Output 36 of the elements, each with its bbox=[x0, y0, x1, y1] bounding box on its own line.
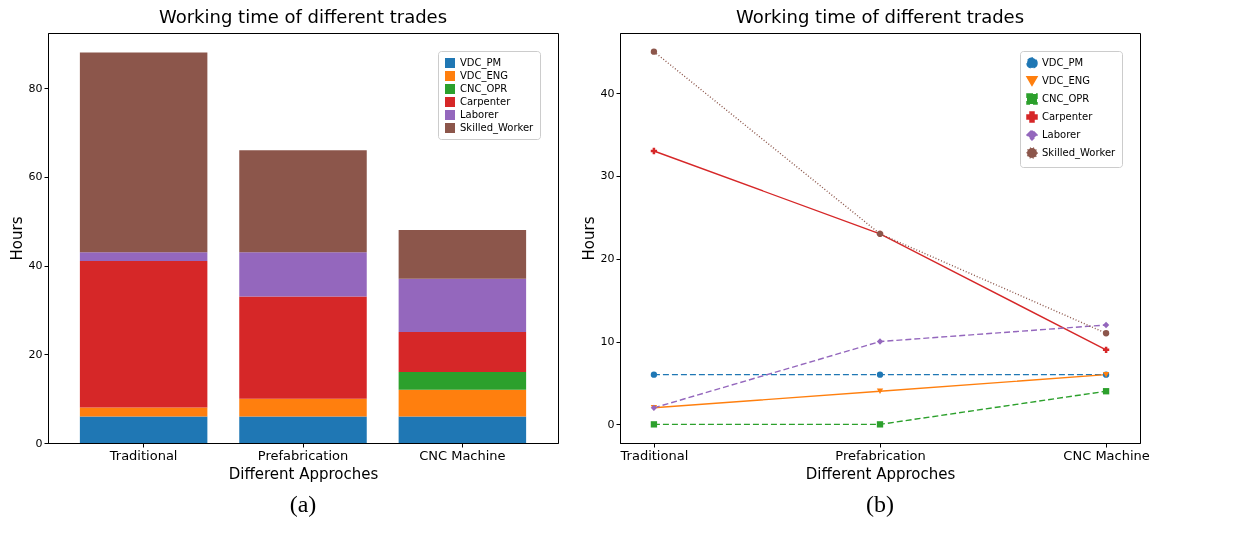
y-axis-title: Hours bbox=[7, 216, 26, 261]
y-tick-label: 20 bbox=[28, 347, 43, 361]
legend-label: CNC_OPR bbox=[460, 83, 508, 95]
text: (a) bbox=[289, 491, 317, 517]
legend-label: VDC_ENG bbox=[1042, 75, 1091, 87]
legend-label: Laborer bbox=[460, 109, 500, 120]
x-axis-title: Different Approches bbox=[805, 464, 956, 483]
x-tick-label: Traditional bbox=[108, 447, 178, 463]
y-tick-label: 0 bbox=[35, 436, 43, 450]
y-axis-title: Hours bbox=[579, 216, 598, 261]
y-tick-label: 60 bbox=[28, 170, 43, 184]
x-tick-label: CNC Machine bbox=[1063, 447, 1150, 463]
y-tick-label: 10 bbox=[600, 335, 615, 349]
x-axis-title: Different Approches bbox=[228, 464, 379, 483]
y-tick-label: 80 bbox=[28, 81, 43, 95]
legend-label: VDC_PM bbox=[1042, 57, 1084, 69]
x-tick-label: Prefabrication bbox=[835, 447, 926, 463]
y-tick-label: 20 bbox=[600, 252, 615, 266]
x-tick-label: Traditional bbox=[619, 447, 689, 463]
legend-label: Carpenter bbox=[1042, 111, 1094, 122]
chart-title: Working time of different trades bbox=[735, 6, 1025, 27]
y-tick-label: 40 bbox=[28, 259, 43, 273]
y-tick-label: 0 bbox=[607, 417, 615, 431]
legend-label: Skilled_Worker bbox=[460, 122, 535, 134]
legend-label: VDC_PM bbox=[460, 57, 502, 69]
legend-label: Skilled_Worker bbox=[1042, 147, 1117, 159]
legend-label: Carpenter bbox=[460, 96, 512, 107]
legend-label: Laborer bbox=[1042, 129, 1082, 140]
x-tick-label: CNC Machine bbox=[419, 447, 506, 463]
legend-label: VDC_ENG bbox=[460, 70, 509, 82]
legend-label: CNC_OPR bbox=[1042, 93, 1090, 105]
text: (b) bbox=[866, 491, 894, 517]
chart-title: Working time of different trades bbox=[158, 6, 448, 27]
x-tick-label: Prefabrication bbox=[257, 447, 349, 463]
y-tick-label: 40 bbox=[600, 86, 615, 100]
y-tick-label: 30 bbox=[600, 169, 615, 183]
